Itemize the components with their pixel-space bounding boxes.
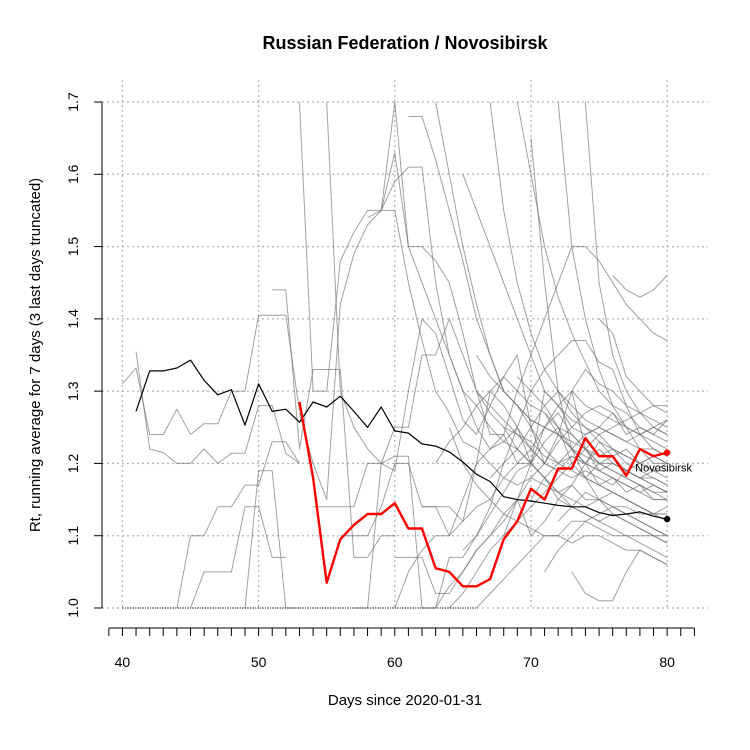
series-line-region [612, 275, 668, 298]
series-line-region [135, 351, 300, 464]
series-line-region [489, 101, 668, 472]
series-line-region [380, 101, 668, 493]
series-line-region [503, 427, 668, 544]
series-line-region [516, 376, 668, 493]
series-line-region [462, 462, 668, 551]
axes [101, 102, 695, 629]
x-tick-label: 70 [523, 654, 539, 670]
y-tick-label: 1.4 [65, 309, 81, 329]
series-line-region [598, 318, 668, 414]
series-line-region [272, 289, 395, 558]
series-line-region [544, 412, 668, 493]
series-lines [122, 101, 668, 609]
series-line-novosibirsk [298, 401, 668, 588]
novosibirsk-end-point [663, 449, 671, 456]
x-axis-label: Days since 2020-01-31 [328, 692, 482, 709]
series-line-region [584, 101, 668, 435]
series-line-region [489, 390, 668, 479]
series-line-region [530, 138, 668, 537]
series-line-region [476, 390, 668, 472]
y-tick-label: 1.7 [65, 92, 81, 112]
series-line-region [176, 441, 300, 609]
series-line-region [190, 506, 286, 609]
series-line-region [557, 491, 668, 522]
y-tick-label: 1.5 [65, 237, 81, 257]
x-tick-label: 40 [115, 654, 131, 670]
x-tick-label: 50 [251, 654, 267, 670]
y-tick-label: 1.1 [65, 526, 81, 546]
series-line-region [326, 101, 668, 501]
novosibirsk-annotation: Novosibirsk [635, 462, 692, 474]
series-line-region [244, 470, 300, 609]
series-line-region [476, 506, 668, 609]
series-line-region [122, 314, 300, 435]
series-line-region [516, 101, 668, 443]
national-end-point [663, 515, 671, 523]
series-line-region [367, 209, 668, 537]
x-tick-label: 80 [659, 654, 675, 670]
series-line-region [476, 354, 668, 472]
series-line-region [585, 477, 668, 501]
series-line-region [394, 499, 668, 594]
series-line-region [544, 520, 668, 573]
x-tick-label: 60 [387, 654, 403, 670]
series-line-region [571, 390, 668, 435]
series-line-region [353, 340, 668, 609]
ticks: 40 50 60 70 80 1.0 1.1 1.2 1.3 1.4 1.5 1.6 1.7 [65, 92, 695, 670]
series-line-region [448, 427, 668, 566]
y-tick-label: 1.3 [65, 381, 81, 401]
series-line-region [299, 101, 668, 472]
y-axis-label: Rt, running average for 7 days (3 last d… [27, 178, 44, 532]
y-tick-label: 1.2 [65, 453, 81, 473]
series-line-region [571, 549, 668, 602]
grid-lines [102, 80, 708, 609]
series-line-national [135, 359, 668, 520]
y-tick-label: 1.6 [65, 164, 81, 184]
chart-title: Russian Federation / Novosibirsk [262, 33, 548, 53]
y-tick-label: 1.0 [65, 598, 81, 618]
